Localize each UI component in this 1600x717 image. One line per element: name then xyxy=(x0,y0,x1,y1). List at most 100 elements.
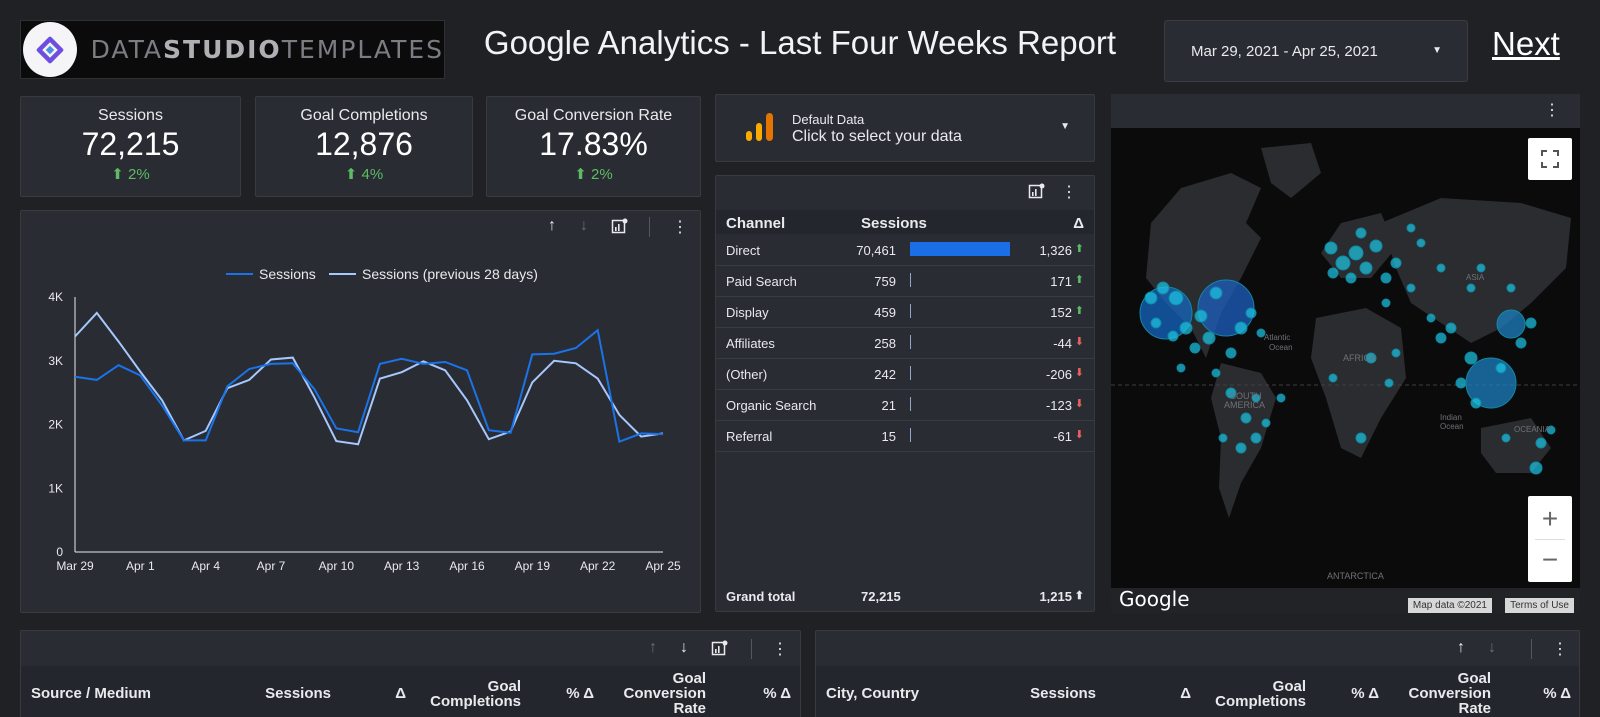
header-channel[interactable]: Channel xyxy=(726,215,786,232)
arrow-up-icon: ⬆ xyxy=(1074,590,1084,602)
x-tick-label: Apr 7 xyxy=(257,559,286,573)
kpi-change: ⬆ 4% xyxy=(344,166,384,183)
sessions-bar xyxy=(910,335,911,349)
arrow-up-icon: ⬆ xyxy=(1074,243,1084,255)
table-row[interactable]: Referral 15 -61 ⬇ xyxy=(716,421,1094,452)
x-tick-label: Apr 16 xyxy=(449,559,485,573)
sort-ascending-icon[interactable]: ↑ xyxy=(649,639,657,656)
geo-map[interactable]: ⋮ xyxy=(1111,94,1580,613)
map-label: OCEANIA xyxy=(1514,425,1551,434)
sort-descending-icon[interactable]: ↓ xyxy=(580,217,588,234)
zoom-out-button[interactable]: − xyxy=(1541,543,1559,575)
zoom-controls[interactable]: + − xyxy=(1528,496,1572,582)
chart-settings-icon[interactable] xyxy=(711,640,728,662)
sessions-bar xyxy=(910,428,911,442)
arrow-up-icon: ⬆ xyxy=(574,166,587,183)
map-data-attribution: Map data ©2021 xyxy=(1407,598,1492,613)
header-city-country[interactable]: City, Country xyxy=(826,685,920,702)
x-tick-label: Apr 19 xyxy=(515,559,551,573)
kpi-change: ⬆ 2% xyxy=(574,166,613,183)
grand-total-label: Grand total xyxy=(726,589,796,604)
sort-ascending-icon[interactable]: ↑ xyxy=(1457,639,1465,656)
date-range-picker[interactable]: Mar 29, 2021 - Apr 25, 2021 ▼ xyxy=(1164,20,1468,82)
chart-settings-icon[interactable] xyxy=(1028,183,1045,205)
kpi-goal-conversion-rate: Goal Conversion Rate 17.83% ⬆ 2% xyxy=(486,96,701,197)
header-pct-delta[interactable]: % Δ xyxy=(763,685,791,702)
next-link[interactable]: Next xyxy=(1492,25,1560,62)
more-vert-icon[interactable]: ⋮ xyxy=(1061,184,1077,201)
arrow-up-icon: ⬆ xyxy=(1074,274,1084,286)
header-goal-conversion-rate[interactable]: Goal Conversion Rate xyxy=(1408,670,1491,717)
series-line-0 xyxy=(74,328,664,444)
cell-channel: Direct xyxy=(726,243,760,258)
header-source-medium[interactable]: Source / Medium xyxy=(31,685,152,702)
chevron-down-icon: ▼ xyxy=(1432,45,1442,56)
arrow-down-icon: ⬇ xyxy=(1074,336,1084,348)
kpi-value: 12,876 xyxy=(315,126,413,162)
data-source-hint: Click to select your data xyxy=(792,128,962,145)
header-delta[interactable]: Δ xyxy=(395,685,406,702)
x-tick-label: Apr 10 xyxy=(319,559,355,573)
landmass-greenland xyxy=(1261,143,1321,198)
table-row[interactable]: Affiliates 258 -44 ⬇ xyxy=(716,328,1094,359)
header-sessions[interactable]: Sessions xyxy=(861,215,927,232)
more-vert-icon[interactable]: ⋮ xyxy=(672,219,688,236)
map-label: ANTARCTICA xyxy=(1327,571,1384,581)
world-map: Atlantic Ocean AFRICA ASIA SOUTH AMERICA… xyxy=(1111,128,1580,613)
header-goal-completions[interactable]: Goal Completions xyxy=(1215,678,1306,710)
terms-of-use-link[interactable]: Terms of Use xyxy=(1505,598,1574,613)
toolbar-divider xyxy=(649,217,650,237)
map-label: Ocean xyxy=(1440,422,1464,431)
kpi-sessions: Sessions 72,215 ⬆ 2% xyxy=(20,96,241,197)
line-chart-svg: 0 1K 2K 3K 4K Mar 29 Apr 1 Apr 4 Apr 7 Apr 10 Apr … xyxy=(48,266,681,573)
header-pct-delta[interactable]: % Δ xyxy=(566,685,594,702)
zoom-divider xyxy=(1535,538,1565,540)
header-sessions[interactable]: Sessions xyxy=(1030,685,1096,702)
toolbar-divider xyxy=(1531,639,1532,659)
zoom-in-button[interactable]: + xyxy=(1541,502,1559,534)
cell-sessions: 15 xyxy=(881,429,896,444)
header-goal-completions[interactable]: Goal Completions xyxy=(430,678,521,710)
session-bubbles xyxy=(1139,223,1556,475)
header-goal-conversion-rate[interactable]: Goal Conversion Rate xyxy=(623,670,706,717)
table-row[interactable]: Paid Search 759 171 ⬆ xyxy=(716,266,1094,297)
grand-total-delta: 1,215 xyxy=(1039,589,1072,604)
x-tick-label: Apr 1 xyxy=(126,559,155,573)
x-tick-label: Apr 22 xyxy=(580,559,616,573)
chart-settings-icon[interactable] xyxy=(611,218,628,240)
header-sessions[interactable]: Sessions xyxy=(265,685,331,702)
table-row[interactable]: Display 459 152 ⬆ xyxy=(716,297,1094,328)
series-line-1 xyxy=(74,311,664,446)
google-logo: Google xyxy=(1119,587,1190,611)
table-row[interactable]: Direct 70,461 1,326 ⬆ xyxy=(716,235,1094,266)
cell-delta: 171 xyxy=(1050,274,1072,289)
table-row[interactable]: Organic Search 21 -123 ⬇ xyxy=(716,390,1094,421)
legend-label: Sessions xyxy=(259,266,316,282)
cell-channel: (Other) xyxy=(726,367,768,382)
kpi-label: Sessions xyxy=(98,107,163,124)
header-pct-delta[interactable]: % Δ xyxy=(1543,685,1571,702)
cell-sessions: 242 xyxy=(874,367,896,382)
city-country-table: ↑ ↓ ⋮ City, Country Sessions Δ Goal Compl… xyxy=(815,630,1580,717)
header-delta[interactable]: Δ xyxy=(1073,215,1084,232)
more-vert-icon[interactable]: ⋮ xyxy=(1552,641,1568,658)
sort-descending-icon[interactable]: ↓ xyxy=(1488,639,1496,656)
chevron-down-icon: ▼ xyxy=(1060,121,1070,132)
y-tick-label: 3K xyxy=(48,354,63,368)
more-vert-icon[interactable]: ⋮ xyxy=(772,641,788,658)
map-toolbar xyxy=(1111,94,1580,128)
x-tick-label: Apr 4 xyxy=(191,559,220,573)
cell-channel: Organic Search xyxy=(726,398,817,413)
sort-ascending-icon[interactable]: ↑ xyxy=(548,217,556,234)
data-source-selector[interactable]: Default Data Click to select your data ▼ xyxy=(715,94,1095,162)
header-pct-delta[interactable]: % Δ xyxy=(1351,685,1379,702)
data-source-name: Default Data xyxy=(792,112,865,127)
page-title: Google Analytics - Last Four Weeks Repor… xyxy=(483,24,1117,61)
date-range-value: Mar 29, 2021 - Apr 25, 2021 xyxy=(1191,43,1378,60)
sort-descending-icon[interactable]: ↓ xyxy=(680,639,688,656)
table-row[interactable]: (Other) 242 -206 ⬇ xyxy=(716,359,1094,390)
header-delta[interactable]: Δ xyxy=(1180,685,1191,702)
cell-channel: Display xyxy=(726,305,769,320)
fullscreen-button[interactable] xyxy=(1528,138,1572,180)
more-vert-icon[interactable]: ⋮ xyxy=(1544,102,1560,119)
